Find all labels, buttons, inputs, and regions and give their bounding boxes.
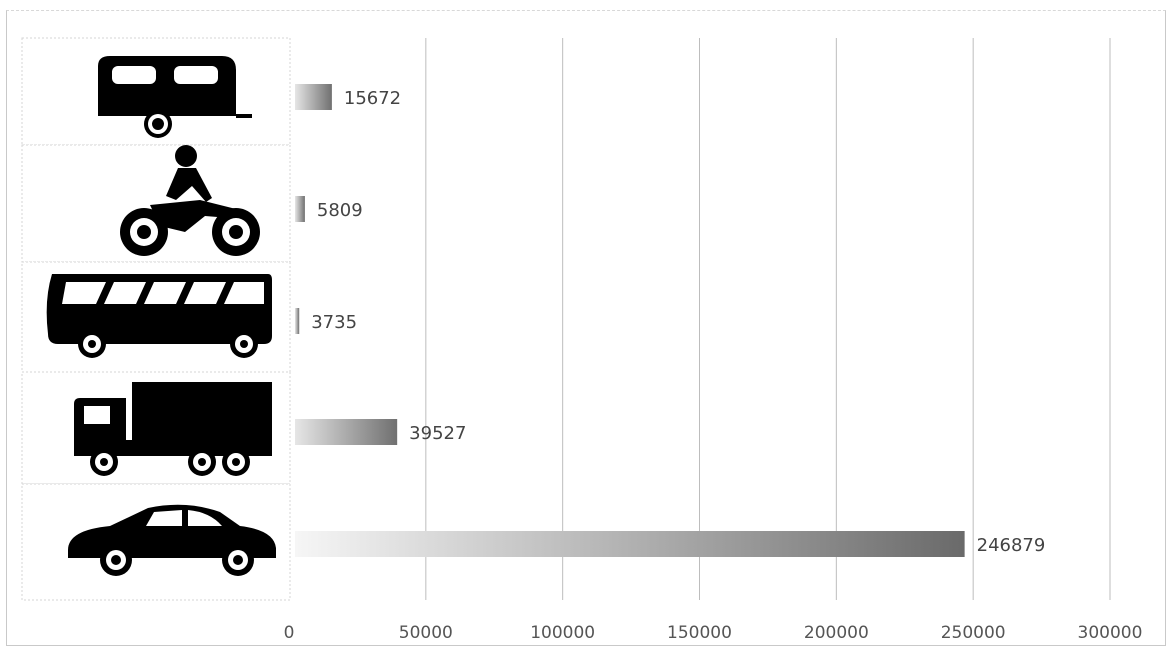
x-tick-label: 150000 [667,623,732,643]
gridlines [425,38,1111,600]
bar [295,308,300,334]
data-labels: 15672 5809 3735 39527 246879 [311,88,1045,556]
bar-value-label: 246879 [977,535,1046,556]
bar [295,419,398,445]
x-axis-tick-labels: 0 50000 100000 150000 200000 250000 300000 [284,623,1143,643]
bar-value-label: 3735 [311,312,357,333]
x-tick-label: 0 [284,623,295,643]
bar-value-label: 39527 [409,423,466,444]
truck-icon [74,382,272,476]
bar [295,196,305,222]
bar [295,531,965,557]
chart-frame [6,10,1166,646]
motorcycle-icon [120,145,260,256]
caravan-icon [98,56,252,138]
bar-value-label: 5809 [317,200,363,221]
bars [295,84,965,557]
x-tick-label: 300000 [1078,623,1143,643]
bar [295,84,332,110]
x-tick-label: 100000 [530,623,595,643]
bar-value-label: 15672 [344,88,401,109]
car-icon [68,504,276,576]
x-tick-label: 50000 [399,623,453,643]
x-tick-label: 250000 [941,623,1006,643]
bus-icon [46,274,272,358]
x-tick-label: 200000 [804,623,869,643]
